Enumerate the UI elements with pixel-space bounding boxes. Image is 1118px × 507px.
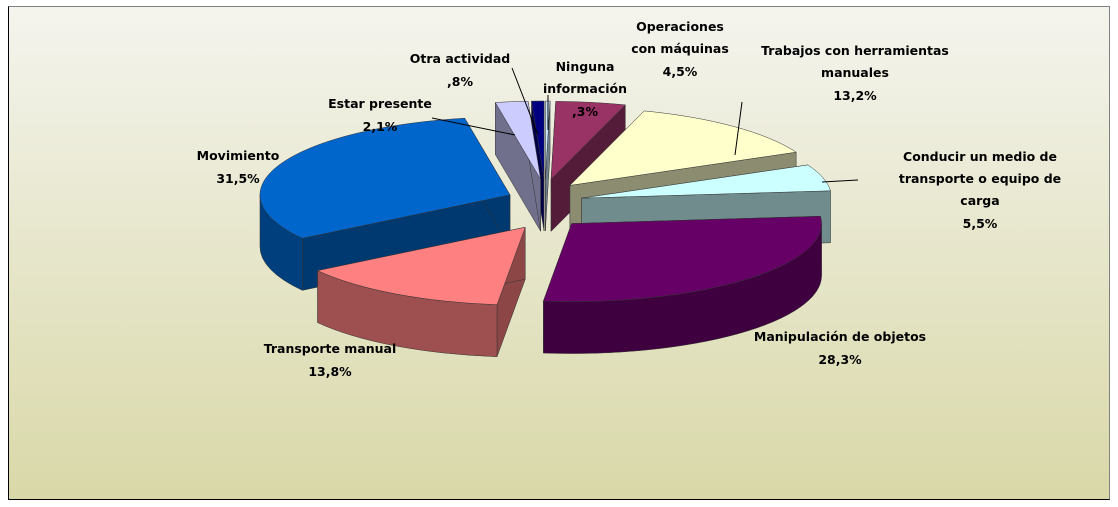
leader-line	[821, 179, 859, 183]
value-label: 5,5%	[962, 216, 998, 231]
leader-line	[734, 101, 743, 156]
slice-label: Movimiento 31,5%	[178, 145, 298, 191]
value-label: ,3%	[572, 104, 598, 119]
value-label: 4,5%	[662, 64, 698, 79]
leader-line	[511, 67, 539, 136]
value-label: 31,5%	[216, 171, 260, 186]
slice-label: Otra actividad ,8%	[400, 48, 520, 94]
slice-label: Conducir un medio de transporte o equipo…	[880, 146, 1080, 236]
category-label: Operaciones con máquinas	[631, 19, 729, 56]
slice	[259, 117, 511, 239]
slice-label: Estar presente 2,1%	[320, 93, 440, 139]
category-label: Manipulación de objetos	[753, 329, 927, 344]
slice-label: Trabajos con herramientas manuales 13,2%	[755, 40, 955, 108]
slice-label: Ninguna información ,3%	[540, 56, 630, 124]
plot-area	[8, 6, 1110, 500]
category-label: Estar presente	[328, 96, 432, 111]
slice	[550, 101, 626, 180]
slice-label: Transporte manual 13,8%	[250, 338, 410, 384]
category-label: Ninguna información	[542, 59, 627, 96]
category-label: Transporte manual	[263, 341, 397, 356]
value-label: 2,1%	[362, 119, 398, 134]
value-label: 13,8%	[308, 364, 352, 379]
category-label: Movimiento	[196, 148, 280, 163]
value-label: 28,3%	[818, 352, 862, 367]
slice	[581, 164, 831, 199]
slice-label: Operaciones con máquinas 4,5%	[625, 16, 735, 84]
value-label: 13,2%	[833, 88, 877, 103]
leader-line	[431, 117, 516, 136]
slice-label: Manipulación de objetos 28,3%	[740, 326, 940, 372]
slice	[569, 110, 797, 186]
category-label: Conducir un medio de transporte o equipo…	[898, 149, 1062, 208]
category-label: Otra actividad	[409, 51, 511, 66]
slice	[543, 215, 822, 302]
slice	[494, 101, 541, 180]
value-label: ,8%	[447, 74, 473, 89]
slice	[316, 226, 526, 305]
category-label: Trabajos con herramientas manuales	[761, 43, 949, 80]
slice	[531, 100, 545, 180]
